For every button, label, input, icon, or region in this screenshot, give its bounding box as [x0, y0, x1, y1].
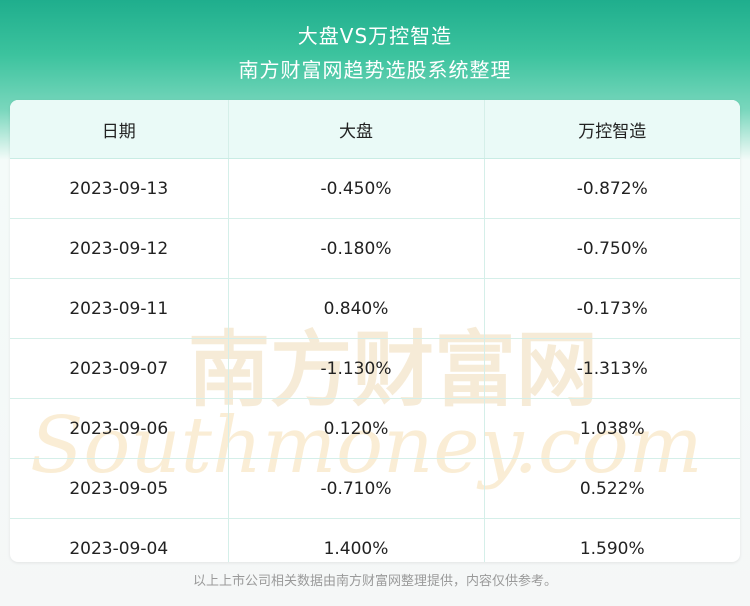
cell-stock: -0.872% [483, 158, 740, 219]
cell-date: 2023-09-13 [10, 158, 228, 219]
page-header: 大盘VS万控智造 南方财富网趋势选股系统整理 [0, 0, 750, 100]
cell-market: -0.450% [227, 158, 484, 219]
table-row: 2023-09-11 0.840% -0.173% [10, 278, 740, 339]
data-table-card: 南方财富网 Southmoney.com 日期 大盘 万控智造 2023-09-… [10, 100, 740, 562]
footer-disclaimer: 以上上市公司相关数据由南方财富网整理提供，内容仅供参考。 [192, 574, 557, 589]
cell-date: 2023-09-04 [10, 518, 228, 562]
cell-market: 0.120% [227, 398, 484, 459]
header-stock: 万控智造 [483, 100, 740, 159]
cell-date: 2023-09-05 [10, 458, 228, 519]
table-row: 2023-09-07 -1.130% -1.313% [10, 338, 740, 399]
cell-market: 0.840% [227, 278, 484, 339]
cell-stock: -1.313% [483, 338, 740, 399]
cell-date: 2023-09-07 [10, 338, 228, 399]
table-row: 2023-09-04 1.400% 1.590% [10, 518, 740, 562]
cell-stock: -0.750% [483, 218, 740, 279]
table-row: 2023-09-13 -0.450% -0.872% [10, 158, 740, 219]
table-header-row: 日期 大盘 万控智造 [10, 100, 740, 159]
cell-date: 2023-09-12 [10, 218, 228, 279]
cell-date: 2023-09-11 [10, 278, 228, 339]
header-market: 大盘 [227, 100, 484, 159]
table-row: 2023-09-05 -0.710% 0.522% [10, 458, 740, 519]
cell-stock: 1.590% [483, 518, 740, 562]
cell-market: -0.710% [227, 458, 484, 519]
cell-stock: 1.038% [483, 398, 740, 459]
header-date: 日期 [10, 100, 228, 159]
cell-stock: 0.522% [483, 458, 740, 519]
cell-stock: -0.173% [483, 278, 740, 339]
table-row: 2023-09-12 -0.180% -0.750% [10, 218, 740, 279]
page-title: 大盘VS万控智造 [297, 24, 453, 48]
cell-market: -1.130% [227, 338, 484, 399]
cell-market: -0.180% [227, 218, 484, 279]
comparison-table: 日期 大盘 万控智造 2023-09-13 -0.450% -0.872% 20… [10, 100, 740, 562]
table-row: 2023-09-06 0.120% 1.038% [10, 398, 740, 459]
cell-market: 1.400% [227, 518, 484, 562]
cell-date: 2023-09-06 [10, 398, 228, 459]
page-subtitle: 南方财富网趋势选股系统整理 [238, 58, 512, 82]
